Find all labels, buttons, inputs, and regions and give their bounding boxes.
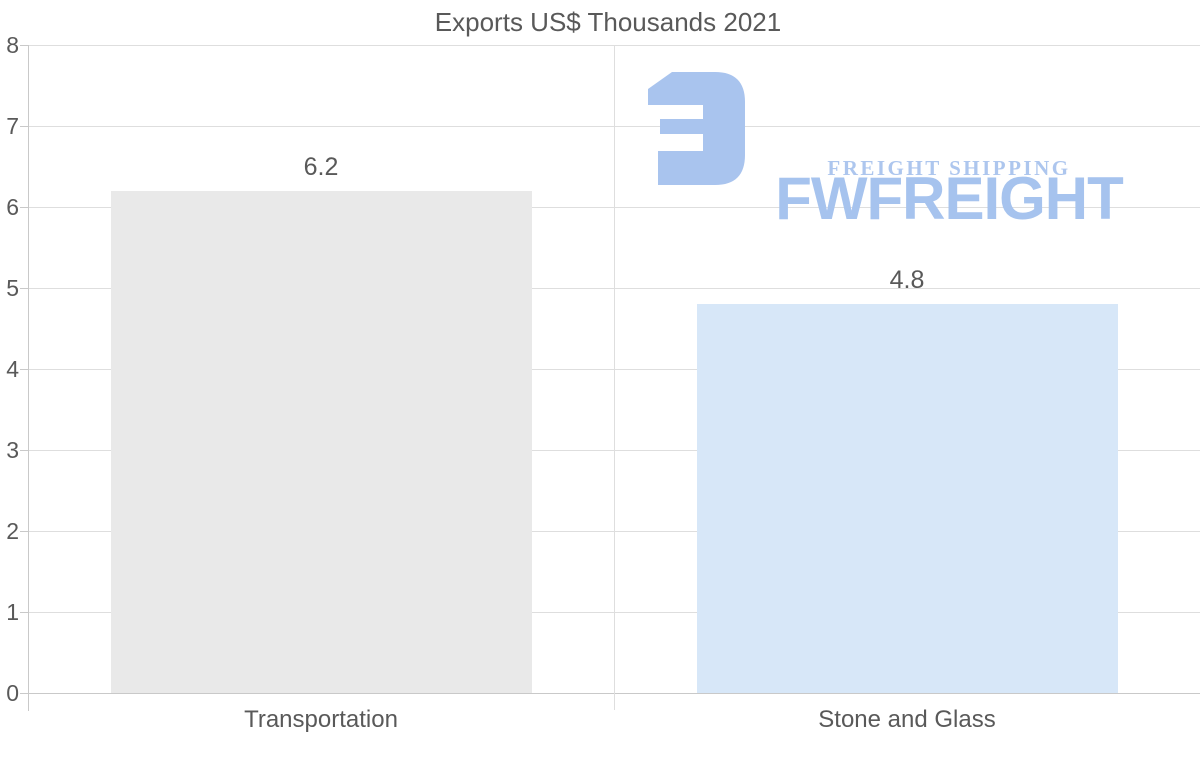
y-tick-label: 3 bbox=[6, 437, 19, 463]
y-tick-mark bbox=[20, 44, 28, 46]
y-tick-mark bbox=[20, 287, 28, 289]
y-tick-mark bbox=[20, 449, 28, 451]
bar-stone-and-glass bbox=[696, 304, 1118, 693]
brand-name: FWFREIGHT bbox=[775, 165, 1124, 232]
y-tick-label: 4 bbox=[6, 356, 19, 382]
y-tick-mark bbox=[20, 530, 28, 532]
y-tick-mark bbox=[20, 125, 28, 127]
y-tick-label: 8 bbox=[6, 32, 19, 58]
fwfreight-mark-icon bbox=[648, 72, 745, 185]
x-category-label: Stone and Glass bbox=[818, 706, 996, 733]
y-tick-label: 1 bbox=[6, 599, 19, 625]
bar-transportation bbox=[110, 190, 532, 693]
watermark-logo: FWFREIGHT FREIGHT SHIPPING bbox=[643, 72, 1133, 229]
y-tick-label: 2 bbox=[6, 518, 19, 544]
y-tick-label: 0 bbox=[6, 680, 19, 706]
y-tick-mark bbox=[20, 206, 28, 208]
y-axis-line bbox=[28, 45, 29, 711]
chart-title: Exports US$ Thousands 2021 bbox=[434, 7, 782, 37]
bar-value-label: 4.8 bbox=[889, 266, 925, 295]
y-tick-mark bbox=[20, 611, 28, 613]
y-tick-label: 7 bbox=[6, 113, 19, 139]
y-tick-mark bbox=[20, 368, 28, 370]
category-divider-gridline bbox=[614, 45, 615, 710]
brand-tagline: FREIGHT SHIPPING bbox=[827, 156, 1071, 180]
y-tick-label: 6 bbox=[6, 194, 19, 220]
y-tick-label: 5 bbox=[6, 275, 19, 301]
y-tick-mark bbox=[20, 692, 28, 694]
bar-value-label: 6.2 bbox=[303, 152, 339, 181]
x-category-label: Transportation bbox=[244, 706, 398, 733]
